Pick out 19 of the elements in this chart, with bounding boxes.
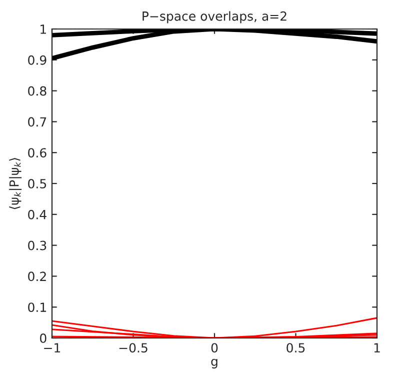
y-tick-label: 0.8 [28, 86, 46, 96]
x-axis-title: g [211, 358, 218, 368]
y-tick-label: 0.2 [28, 272, 46, 282]
y-tick-label: 0.6 [28, 148, 46, 158]
x-tick-label: 1 [374, 343, 380, 352]
y-tick-label: 0.3 [28, 240, 46, 250]
y-tick-label: 0.4 [28, 210, 46, 220]
y-tick-label: 0.1 [28, 302, 46, 312]
y-tick-label: 0.9 [28, 55, 46, 65]
x-tick-label: 0.5 [286, 343, 305, 353]
y-tick-label: 0.7 [28, 117, 46, 127]
y-tick-label: 0.5 [28, 178, 46, 188]
y-tick-label: 0 [40, 333, 46, 343]
x-tick-label: −1 [44, 343, 60, 352]
chart-title: P−space overlaps, a=2 [142, 11, 286, 24]
x-tick-label: 0 [211, 343, 218, 353]
y-tick-label: 1 [40, 24, 46, 34]
x-tick-label: −0.5 [119, 343, 148, 353]
y-axis-title: ⟨ψ$_{k}$|P|ψ$_{k}$⟩ [9, 158, 22, 210]
